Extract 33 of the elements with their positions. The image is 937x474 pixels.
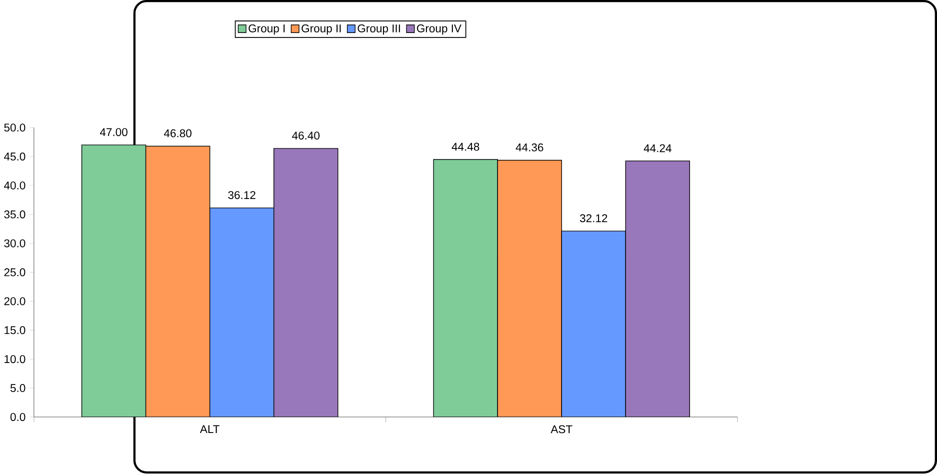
data-label: 44.24 [644,144,672,152]
y-tick-label: 0.0 [10,413,26,422]
data-label: 47.00 [100,128,128,136]
bar [497,160,562,418]
data-label: 44.48 [452,142,480,151]
y-tick-label: 25.0 [4,268,26,276]
y-tick-label: 5.0 [10,384,26,392]
data-label: 36.12 [228,191,256,200]
bar [145,146,210,418]
bar [274,148,338,418]
y-tick-label: 35.0 [4,210,26,219]
y-tick-label: 30.0 [4,240,26,248]
y-tick-label: 45.0 [4,152,26,161]
data-label: 46.80 [164,130,192,138]
data-label: 46.40 [292,132,320,140]
data-label: 32.12 [580,214,608,222]
bar [81,144,146,418]
bar [625,160,690,418]
legend-label: Group II [302,24,341,35]
y-tick-label: 10.0 [4,355,26,364]
y-tick-label: 50.0 [4,124,26,132]
y-tick-label: 15.0 [4,326,26,334]
y-tick-label: 20.0 [4,297,26,306]
data-label: 44.36 [516,144,544,152]
x-tick-label: ALT [200,425,220,434]
bar [561,230,626,418]
legend-label: Group I [248,24,285,35]
bar [209,208,274,418]
legend-label: Group III [358,24,400,35]
x-tick-label: AST [550,425,572,434]
bar [433,159,498,418]
legend-label: Group IV [416,24,462,35]
y-tick-label: 40.0 [4,182,26,190]
